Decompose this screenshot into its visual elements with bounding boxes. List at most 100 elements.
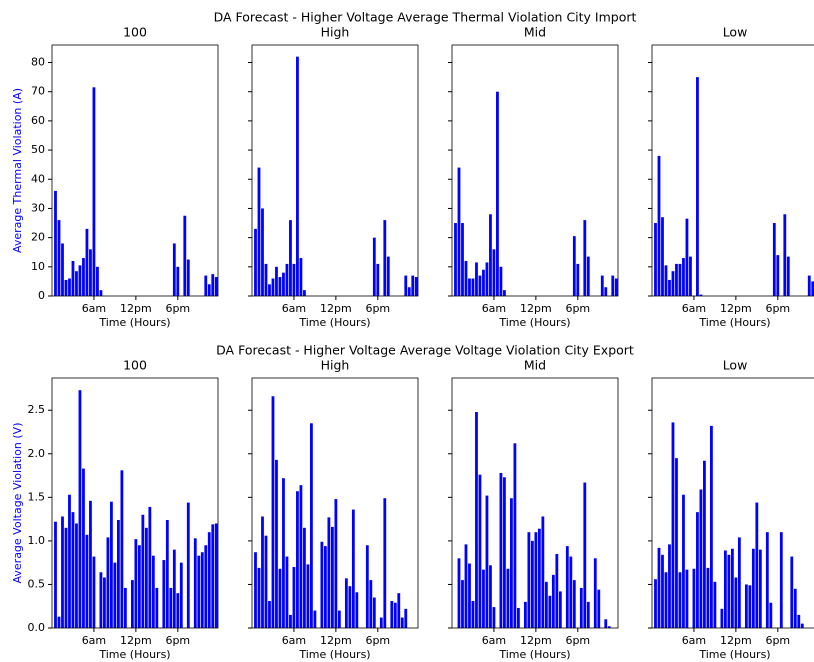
- x-tick-label: 12pm: [720, 634, 752, 647]
- bar: [193, 538, 197, 628]
- bar: [64, 527, 68, 628]
- bar: [82, 258, 85, 296]
- bar: [727, 554, 731, 628]
- x-axis-label: Time (Hours): [698, 648, 770, 661]
- bar: [461, 223, 464, 296]
- plot-frame: [251, 377, 419, 629]
- bar: [214, 523, 218, 628]
- y-tick-label: 0.0: [28, 621, 46, 634]
- bar: [162, 560, 166, 628]
- bar: [303, 290, 306, 296]
- bar: [772, 223, 776, 296]
- bar: [207, 284, 211, 296]
- bar: [292, 567, 296, 628]
- bar: [657, 155, 661, 296]
- bar: [492, 607, 496, 628]
- bar: [765, 532, 769, 628]
- x-tick-label: 12pm: [520, 302, 552, 315]
- bar: [211, 524, 215, 628]
- x-tick-label: 6pm: [765, 302, 790, 315]
- bar: [811, 281, 814, 296]
- bar: [400, 617, 404, 628]
- bar: [197, 555, 201, 628]
- panel-title: 100: [123, 358, 147, 373]
- bar: [661, 554, 664, 628]
- bar: [92, 87, 96, 297]
- bar: [99, 572, 103, 628]
- bar: [176, 266, 180, 296]
- bar: [537, 528, 541, 628]
- bar: [723, 550, 727, 628]
- bar: [113, 562, 117, 628]
- bar: [671, 271, 675, 296]
- bar: [492, 249, 496, 296]
- bar: [682, 258, 685, 296]
- x-axis-label: Time (Hours): [498, 316, 570, 329]
- bar: [254, 552, 257, 628]
- bar: [179, 562, 183, 628]
- panel-title: Mid: [524, 25, 546, 40]
- bar: [64, 279, 68, 296]
- bar: [285, 263, 289, 296]
- plot-frame: [51, 377, 219, 629]
- y-tick-label: 70: [31, 85, 45, 98]
- bar: [499, 472, 503, 628]
- bar: [786, 256, 790, 296]
- bar: [313, 610, 317, 628]
- bar: [155, 587, 159, 628]
- x-tick-label: 6pm: [165, 634, 190, 647]
- bar: [685, 218, 689, 296]
- plot-frame: [651, 44, 814, 297]
- bar: [751, 548, 755, 628]
- bar: [744, 584, 748, 628]
- bar: [278, 277, 282, 296]
- bar: [654, 579, 657, 628]
- bar: [61, 516, 64, 628]
- y-tick-label: 50: [31, 143, 45, 156]
- bar: [71, 512, 75, 628]
- bar: [558, 591, 562, 628]
- bar: [275, 459, 278, 628]
- x-tick-label: 6am: [82, 302, 106, 315]
- bar: [593, 558, 597, 628]
- bar: [257, 167, 261, 296]
- bar: [671, 422, 675, 628]
- bar: [99, 290, 103, 296]
- bar: [478, 474, 482, 628]
- bar: [383, 498, 387, 628]
- bar: [123, 587, 127, 628]
- bar: [793, 588, 797, 628]
- bar: [379, 617, 383, 628]
- y-tick-label: 10: [31, 260, 45, 273]
- bar: [464, 260, 468, 296]
- bar: [468, 563, 471, 628]
- bar: [586, 256, 590, 296]
- x-tick-label: 12pm: [120, 302, 152, 315]
- bar: [285, 556, 289, 628]
- y-tick-label: 60: [31, 114, 45, 127]
- x-tick-label: 6am: [282, 634, 306, 647]
- y-tick-label: 1.5: [28, 490, 46, 503]
- bar: [141, 514, 145, 628]
- bar: [351, 509, 355, 628]
- bar: [372, 597, 376, 628]
- bar: [517, 607, 520, 628]
- bar: [355, 592, 359, 628]
- bar: [583, 220, 587, 296]
- bar: [710, 425, 713, 628]
- bar: [678, 572, 682, 628]
- bar: [264, 535, 268, 628]
- y-axis-label: Average Voltage Violation (V): [11, 423, 24, 584]
- bar: [485, 495, 489, 628]
- bar: [172, 243, 176, 296]
- bar: [579, 587, 583, 628]
- bar: [306, 564, 310, 628]
- bar: [758, 549, 762, 628]
- bar: [614, 278, 618, 296]
- bar: [611, 275, 615, 296]
- bar: [755, 502, 759, 628]
- bar: [489, 214, 492, 296]
- plot-frame: [651, 377, 814, 629]
- plot-frame: [51, 44, 219, 297]
